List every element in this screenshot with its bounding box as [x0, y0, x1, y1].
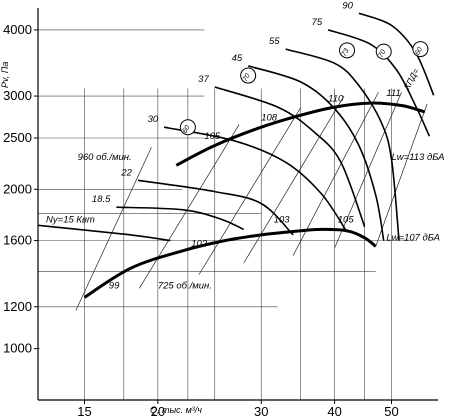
blade-angle-label: 103	[274, 215, 291, 226]
efficiency-marker-circle	[179, 119, 196, 136]
efficiency-marker-circle	[339, 42, 356, 59]
blade-angle-ray	[198, 107, 301, 275]
labels: Pv, Па Q, тыс. м³/ч 99 102 103 105 105 108 110…	[0, 62, 401, 415]
efficiency-marker-circle	[240, 67, 257, 84]
power-curve-label: 45	[232, 53, 243, 64]
x-axis-title: Q, тыс. м³/ч	[150, 405, 202, 415]
power-curve-label: 37	[198, 74, 209, 85]
blade-angle-ray	[292, 92, 379, 256]
blade-angle-label: 105	[204, 131, 221, 142]
power-curve	[137, 179, 294, 236]
power-curve-label: 75	[312, 17, 323, 28]
power-curve-label: 55	[269, 36, 280, 47]
blade-angle-ray	[139, 124, 240, 289]
efficiency-marker-label: 60	[182, 124, 192, 134]
x-tick-label: 50	[384, 404, 398, 417]
x-tick-label: 20	[151, 404, 165, 417]
sound-level-label: Lw=107 дБА	[386, 233, 440, 244]
y-tick-label: 2000	[3, 181, 32, 196]
efficiency-marker-label: 70	[377, 49, 387, 59]
blade-angle-ray	[75, 147, 152, 311]
blade-angle-rays	[75, 92, 428, 311]
power-curve	[358, 12, 435, 96]
blade-angle-ray	[375, 103, 428, 247]
power-curve-label: Nу=15 Квт	[46, 214, 95, 225]
efficiency-label: КПД=	[402, 67, 421, 91]
speed-curve	[83, 227, 377, 299]
power-curve	[214, 86, 366, 227]
power-curve	[327, 29, 431, 137]
power-curve-label: 18.5	[92, 194, 111, 205]
speed-label: 960 об./мин.	[78, 152, 132, 163]
power-curve	[247, 65, 385, 241]
blade-angle-label: 105	[338, 215, 355, 226]
blade-angle-label: 99	[109, 280, 120, 291]
blade-angle-label: 111	[386, 88, 400, 99]
speed-curves: 960 об./мин. Lw=113 дБА 725 об./мин. Lw=107…	[78, 101, 445, 299]
power-curve	[37, 224, 171, 242]
blade-angle-label: 108	[261, 112, 278, 123]
sound-level-label: Lw=113 дБА	[392, 152, 445, 163]
blade-angle-label: 102	[191, 238, 208, 249]
power-curve	[163, 126, 348, 233]
blade-angle-label: 110	[328, 93, 344, 104]
y-tick-label: 1000	[3, 341, 32, 356]
y-tick-label: 2500	[3, 130, 32, 145]
blade-angle-ray	[243, 95, 345, 264]
efficiency-marker-label: 73	[341, 47, 351, 57]
power-curve	[285, 48, 400, 241]
power-curve-label: 30	[148, 114, 159, 125]
speed-curve	[175, 101, 426, 167]
efficiency-marker-label: 70	[242, 73, 252, 83]
speed-label: 725 об./мин.	[158, 280, 212, 291]
efficiency-marker-circle	[412, 41, 429, 58]
y-tick-label: 3000	[3, 88, 32, 103]
y-tick-label: 4000	[3, 22, 32, 37]
axes: 1000 1200 1600 2000 2500 3000 4000 15 20 30 40 50	[3, 8, 438, 417]
power-curve-label: 90	[342, 0, 353, 11]
y-tick-label: 1200	[3, 299, 32, 314]
x-tick-label: 40	[327, 404, 341, 417]
efficiency-marker-circle	[375, 43, 392, 60]
y-axis-title: Pv, Па	[0, 62, 10, 88]
x-tick-label: 30	[254, 404, 268, 417]
power-curves: Nу=15 Квт 18.5 22 30 37 45 55 75 90	[37, 0, 435, 242]
power-curve-label: 22	[120, 167, 132, 178]
y-tick-label: 1600	[3, 233, 32, 248]
efficiency-marker-label: 60	[414, 46, 424, 56]
x-tick-label: 15	[77, 404, 91, 417]
power-curve	[116, 206, 245, 231]
